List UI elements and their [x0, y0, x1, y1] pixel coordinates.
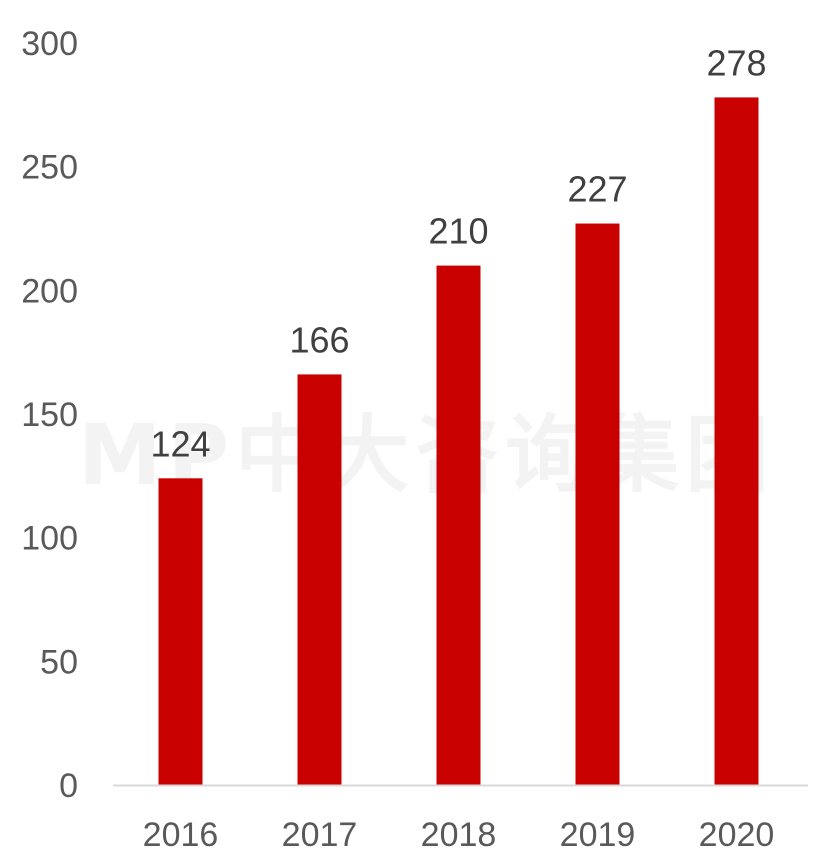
y-tick-label: 200 — [21, 272, 78, 310]
bar — [436, 265, 481, 786]
bar — [158, 478, 203, 785]
x-tick-label: 2017 — [282, 816, 358, 854]
data-labels: 124 166 210 227 278 — [150, 42, 766, 464]
x-tick-label: 2018 — [421, 816, 497, 854]
data-label: 278 — [706, 42, 766, 83]
data-label: 227 — [567, 169, 627, 210]
x-tick-label: 2016 — [143, 816, 219, 854]
y-axis-ticks: 0 50 100 150 200 250 300 — [21, 25, 78, 805]
y-tick-label: 250 — [21, 149, 78, 187]
x-tick-label: 2019 — [560, 816, 636, 854]
data-label: 210 — [428, 211, 488, 252]
x-tick-label: 2020 — [699, 816, 775, 854]
data-label: 166 — [289, 319, 349, 360]
bar — [575, 223, 620, 785]
bar — [714, 97, 759, 785]
bar — [297, 374, 342, 785]
x-axis-ticks: 2016 2017 2018 2019 2020 — [143, 816, 775, 854]
y-tick-label: 0 — [59, 767, 78, 805]
y-tick-label: 50 — [40, 643, 78, 681]
y-tick-label: 300 — [21, 25, 78, 63]
data-label: 124 — [150, 423, 210, 464]
y-tick-label: 100 — [21, 520, 78, 558]
y-tick-label: 150 — [21, 396, 78, 434]
bars — [158, 97, 759, 786]
